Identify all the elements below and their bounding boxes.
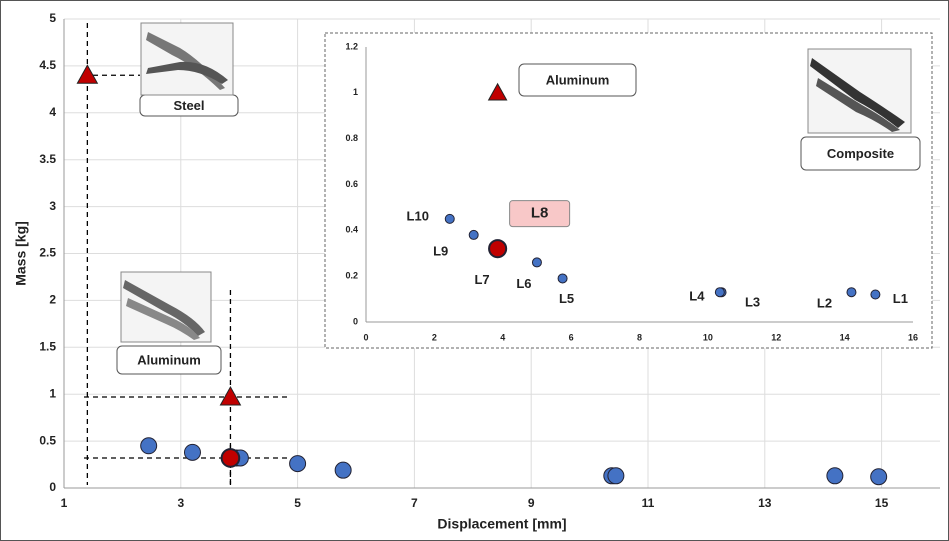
callout-label: Aluminum (546, 72, 610, 87)
point (489, 240, 506, 257)
point (827, 468, 843, 484)
x-tick-label: 14 (840, 332, 850, 342)
point-label: L5 (559, 291, 574, 306)
point (469, 230, 478, 239)
point (715, 288, 724, 297)
chart: 00.511.522.533.544.5513579111315Displace… (0, 0, 949, 541)
point (222, 449, 240, 467)
x-tick-label: 10 (703, 332, 713, 342)
y-tick-label: 1.2 (345, 41, 358, 51)
point (608, 468, 624, 484)
x-tick-label: 7 (411, 496, 418, 510)
point (532, 258, 541, 267)
y-tick-label: 1 (49, 386, 56, 400)
y-axis-label: Mass [kg] (13, 221, 29, 286)
steel-photo (141, 23, 233, 95)
x-tick-label: 4 (500, 332, 505, 342)
point (290, 456, 306, 472)
y-tick-label: 0.2 (345, 271, 358, 281)
x-tick-label: 6 (569, 332, 574, 342)
point (445, 214, 454, 223)
y-tick-label: 0.5 (39, 433, 56, 447)
y-tick-label: 2 (49, 293, 56, 307)
point-label: L7 (474, 272, 489, 287)
point-label: L8 (531, 205, 549, 222)
x-tick-label: 3 (177, 496, 184, 510)
y-tick-label: 0.6 (345, 179, 358, 189)
y-tick-label: 0 (49, 480, 56, 494)
x-tick-label: 1 (61, 496, 68, 510)
point-label: L2 (817, 296, 832, 311)
point-label: L6 (516, 276, 531, 291)
y-tick-label: 1.5 (39, 339, 56, 353)
y-tick-label: 0.4 (345, 225, 358, 235)
point-label: L1 (893, 291, 908, 306)
y-tick-label: 4 (49, 105, 56, 119)
point-label: L10 (407, 208, 429, 223)
x-tick-label: 16 (908, 332, 918, 342)
y-tick-label: 5 (49, 11, 56, 25)
point (871, 290, 880, 299)
callout-label: Composite (827, 146, 894, 161)
x-axis-label: Displacement [mm] (437, 516, 566, 532)
point-label: L3 (745, 295, 760, 310)
point (847, 288, 856, 297)
point-label: L4 (689, 289, 705, 304)
point (558, 274, 567, 283)
callout-label: Aluminum (137, 352, 201, 367)
x-tick-label: 13 (758, 496, 772, 510)
point (141, 438, 157, 454)
x-tick-label: 2 (432, 332, 437, 342)
y-tick-label: 2.5 (39, 246, 56, 260)
point (184, 444, 200, 460)
y-tick-label: 3.5 (39, 152, 56, 166)
point-label: L9 (433, 243, 448, 258)
x-tick-label: 8 (637, 332, 642, 342)
callout-label: Steel (173, 98, 204, 113)
y-tick-label: 0.8 (345, 133, 358, 143)
x-tick-label: 15 (875, 496, 889, 510)
y-tick-label: 4.5 (39, 58, 56, 72)
x-tick-label: 0 (363, 332, 368, 342)
point (335, 462, 351, 478)
y-tick-label: 0 (353, 316, 358, 326)
x-tick-label: 9 (528, 496, 535, 510)
x-tick-label: 5 (294, 496, 301, 510)
composite-photo (808, 49, 911, 133)
x-tick-label: 12 (771, 332, 781, 342)
point (871, 469, 887, 485)
aluminum-photo (121, 272, 211, 342)
y-tick-label: 3 (49, 199, 56, 213)
y-tick-label: 1 (353, 87, 358, 97)
x-tick-label: 11 (642, 496, 655, 510)
